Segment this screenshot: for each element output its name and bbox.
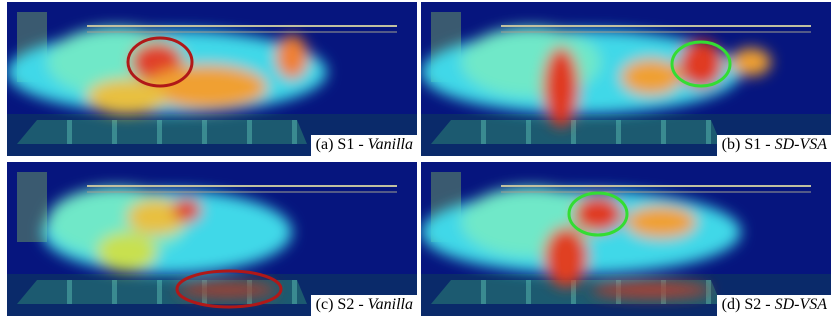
shape — [526, 280, 531, 304]
shape — [292, 280, 297, 304]
caption-method: Vanilla — [368, 136, 413, 153]
blob — [679, 40, 723, 88]
panel: (a) S1 -Vanilla — [7, 2, 417, 156]
panel: (b) S1 -SD-VSA — [421, 2, 831, 156]
heatmap — [421, 2, 831, 156]
caption-method: Vanilla — [368, 296, 413, 313]
blob — [591, 282, 711, 298]
blob — [173, 198, 201, 222]
shape — [571, 120, 576, 144]
shape — [157, 280, 162, 304]
caption-label: (d) S2 - — [722, 296, 771, 313]
blob — [177, 282, 277, 298]
caption-label: (b) S1 - — [722, 136, 771, 153]
caption: (c) S2 -Vanilla — [311, 295, 417, 316]
shape — [157, 120, 162, 144]
caption-label: (a) S1 - — [316, 136, 364, 153]
caption: (a) S1 -Vanilla — [311, 135, 417, 156]
shape — [67, 120, 72, 144]
caption: (b) S1 -SD-VSA — [717, 135, 831, 156]
blob — [626, 206, 696, 238]
heatmap — [7, 2, 417, 156]
shape — [202, 120, 207, 144]
shape — [526, 120, 531, 144]
heatmap — [421, 162, 831, 316]
shape — [481, 280, 486, 304]
heatmap — [7, 162, 417, 316]
blob — [574, 196, 622, 232]
blob — [97, 232, 157, 272]
blob — [543, 47, 579, 127]
shape — [706, 120, 711, 144]
shape — [292, 120, 297, 144]
blob — [461, 27, 601, 97]
caption: (d) S2 -SD-VSA — [717, 295, 831, 316]
shape — [112, 280, 117, 304]
blob — [276, 35, 308, 79]
shape — [616, 120, 621, 144]
shape — [247, 120, 252, 144]
panel: (d) S2 -SD-VSA — [421, 162, 831, 316]
shape — [112, 120, 117, 144]
shape — [67, 280, 72, 304]
blob — [544, 227, 588, 287]
figure: (a) S1 -Vanilla (b) S1 -SD-VSA (c) S2 -V… — [0, 0, 831, 320]
shape — [661, 120, 666, 144]
caption-method: SD-VSA — [775, 296, 827, 313]
shape — [481, 120, 486, 144]
caption-label: (c) S2 - — [316, 296, 364, 313]
caption-method: SD-VSA — [775, 136, 827, 153]
blob — [731, 48, 771, 76]
panel: (c) S2 -Vanilla — [7, 162, 417, 316]
